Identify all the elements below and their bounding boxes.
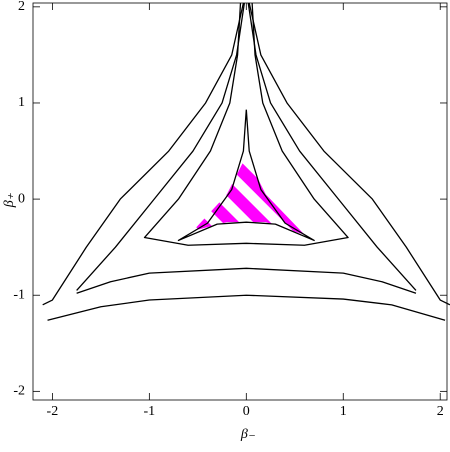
contour-line xyxy=(76,2,246,291)
x-tick-label: -1 xyxy=(144,404,156,419)
x-tick-label: 2 xyxy=(437,404,444,419)
x-axis-label: β₋ xyxy=(240,427,256,442)
x-tick-label: -2 xyxy=(47,404,59,419)
y-tick-label: -2 xyxy=(13,384,25,399)
contour-line xyxy=(42,2,245,306)
contour-line xyxy=(247,2,417,291)
x-tick-label: 0 xyxy=(243,404,250,419)
y-tick-label: 1 xyxy=(18,95,25,110)
x-tick-label: 1 xyxy=(340,404,347,419)
contour-line xyxy=(47,294,446,321)
contour-line xyxy=(143,2,349,246)
contour-line xyxy=(76,267,417,294)
y-tick-label: 2 xyxy=(18,0,25,14)
contour-line xyxy=(248,2,450,306)
y-tick-label: 0 xyxy=(18,191,25,206)
hatched-region xyxy=(192,155,305,235)
contour-line xyxy=(177,109,315,242)
y-axis-label: β₊ xyxy=(2,192,17,208)
y-tick-label: -1 xyxy=(13,287,25,302)
